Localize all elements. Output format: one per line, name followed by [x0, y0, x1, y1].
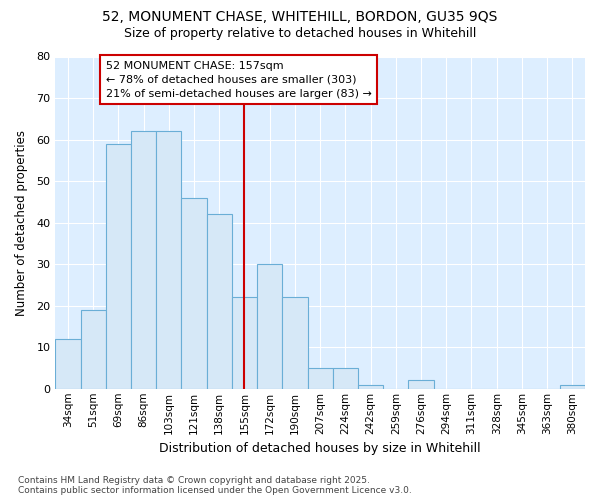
- X-axis label: Distribution of detached houses by size in Whitehill: Distribution of detached houses by size …: [160, 442, 481, 455]
- Bar: [308, 368, 333, 389]
- Bar: [131, 132, 156, 389]
- Bar: [232, 298, 257, 389]
- Bar: [409, 380, 434, 389]
- Y-axis label: Number of detached properties: Number of detached properties: [15, 130, 28, 316]
- Text: Size of property relative to detached houses in Whitehill: Size of property relative to detached ho…: [124, 28, 476, 40]
- Bar: [106, 144, 131, 389]
- Bar: [257, 264, 283, 389]
- Bar: [333, 368, 358, 389]
- Bar: [80, 310, 106, 389]
- Bar: [156, 132, 181, 389]
- Text: Contains HM Land Registry data © Crown copyright and database right 2025.
Contai: Contains HM Land Registry data © Crown c…: [18, 476, 412, 495]
- Bar: [206, 214, 232, 389]
- Text: 52 MONUMENT CHASE: 157sqm
← 78% of detached houses are smaller (303)
21% of semi: 52 MONUMENT CHASE: 157sqm ← 78% of detac…: [106, 60, 371, 98]
- Bar: [55, 339, 80, 389]
- Text: 52, MONUMENT CHASE, WHITEHILL, BORDON, GU35 9QS: 52, MONUMENT CHASE, WHITEHILL, BORDON, G…: [103, 10, 497, 24]
- Bar: [181, 198, 206, 389]
- Bar: [560, 384, 585, 389]
- Bar: [358, 384, 383, 389]
- Bar: [283, 298, 308, 389]
